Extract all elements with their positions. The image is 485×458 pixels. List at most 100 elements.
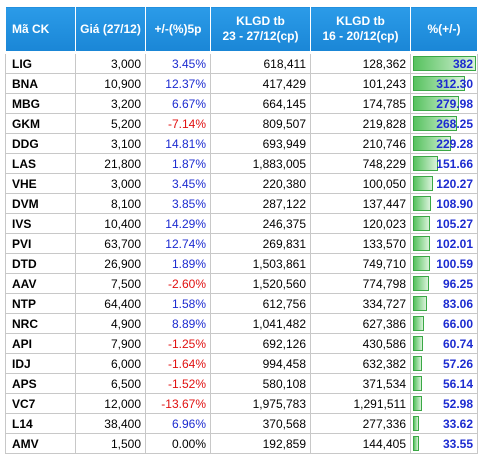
stock-code: VHE [5, 173, 76, 194]
change-value: 33.62 [442, 416, 473, 431]
data-bar [413, 416, 419, 431]
cell: 3,000 [75, 173, 146, 194]
change-value: 105.27 [436, 216, 473, 231]
header-row: Mã CK Giá (27/12) +/-(%)5p KLGD tb 23 - 27/… [5, 6, 478, 54]
cell: 3,000 [75, 52, 146, 74]
cell: 994,458 [210, 353, 311, 374]
change-value: 102.01 [436, 236, 473, 251]
cell: 101,243 [310, 73, 411, 94]
stock-code: API [5, 333, 76, 354]
cell: 144,405 [310, 433, 411, 454]
table-row: AAV 7,500 -2.60% 1,520,560 774,798 96.25 [5, 273, 478, 294]
stock-code: AAV [5, 273, 76, 294]
cell: 26,900 [75, 253, 146, 274]
change-value: 312.30 [436, 76, 473, 91]
stock-code: AMV [5, 433, 76, 454]
data-bar [413, 136, 451, 151]
cell: 748,229 [310, 153, 411, 174]
cell: 371,534 [310, 373, 411, 394]
cell: 1,883,005 [210, 153, 311, 174]
table-row: GKM 5,200 -7.14% 809,507 219,828 268.25 [5, 113, 478, 134]
cell: 1.58% [145, 293, 211, 314]
change-value: 268.25 [436, 116, 473, 131]
cell: 6,500 [75, 373, 146, 394]
cell: 1,041,482 [210, 313, 311, 334]
table-row: LIG 3,000 3.45% 618,411 128,362 382 [5, 52, 478, 74]
cell: 693,949 [210, 133, 311, 154]
cell: 7,900 [75, 333, 146, 354]
data-bar [413, 96, 460, 111]
change-value: 57.26 [442, 356, 473, 371]
change-cell: 33.55 [410, 433, 478, 454]
cell: 38,400 [75, 413, 146, 434]
change-cell: 120.27 [410, 173, 478, 194]
cell: 1.87% [145, 153, 211, 174]
cell: 6.96% [145, 413, 211, 434]
change-cell: 56.14 [410, 373, 478, 394]
cell: 1.89% [145, 253, 211, 274]
stock-code: NTP [5, 293, 76, 314]
change-value: 120.27 [436, 176, 473, 191]
cell: 664,145 [210, 93, 311, 114]
stock-table-wrap: Mã CK Giá (27/12) +/-(%)5p KLGD tb 23 - 27/… [5, 6, 478, 454]
table-row: LAS 21,800 1.87% 1,883,005 748,229 151.66 [5, 153, 478, 174]
table-row: APS 6,500 -1.52% 580,108 371,534 56.14 [5, 373, 478, 394]
cell: 1,975,783 [210, 393, 311, 414]
change-cell: 102.01 [410, 233, 478, 254]
cell: 219,828 [310, 113, 411, 134]
data-bar [413, 316, 424, 331]
cell: 210,746 [310, 133, 411, 154]
change-cell: 60.74 [410, 333, 478, 354]
change-cell: 100.59 [410, 253, 478, 274]
cell: 3.45% [145, 173, 211, 194]
data-bar [413, 216, 431, 231]
cell: 14.81% [145, 133, 211, 154]
cell: 174,785 [310, 93, 411, 114]
cell: 3.85% [145, 193, 211, 214]
stock-code: IVS [5, 213, 76, 234]
change-cell: 57.26 [410, 353, 478, 374]
data-bar [413, 56, 476, 71]
stock-table: Mã CK Giá (27/12) +/-(%)5p KLGD tb 23 - 27/… [5, 6, 478, 454]
stock-code: L14 [5, 413, 76, 434]
cell: 6.67% [145, 93, 211, 114]
change-value: 56.14 [442, 376, 473, 391]
table-row: IVS 10,400 14.29% 246,375 120,023 105.27 [5, 213, 478, 234]
cell: 1,500 [75, 433, 146, 454]
cell: 277,336 [310, 413, 411, 434]
stock-code: DTD [5, 253, 76, 274]
cell: 12.37% [145, 73, 211, 94]
cell: 8.89% [145, 313, 211, 334]
change-value: 83.06 [442, 296, 473, 311]
change-value: 33.55 [442, 436, 473, 451]
cell: 64,400 [75, 293, 146, 314]
cell: -2.60% [145, 273, 211, 294]
data-bar [413, 156, 438, 171]
cell: 287,122 [210, 193, 311, 214]
cell: 8,100 [75, 193, 146, 214]
cell: 120,023 [310, 213, 411, 234]
cell: -7.14% [145, 113, 211, 134]
data-bar [413, 356, 423, 371]
cell: 627,386 [310, 313, 411, 334]
stock-code: LAS [5, 153, 76, 174]
change-value: 108.90 [436, 196, 473, 211]
stock-code: PVI [5, 233, 76, 254]
cell: 246,375 [210, 213, 311, 234]
table-row: DDG 3,100 14.81% 693,949 210,746 229.28 [5, 133, 478, 154]
cell: 0.00% [145, 433, 211, 454]
stock-code: LIG [5, 52, 76, 74]
cell: 3,200 [75, 93, 146, 114]
data-bar [413, 436, 419, 451]
change-value: 279.98 [436, 96, 473, 111]
change-cell: 229.28 [410, 133, 478, 154]
table-row: MBG 3,200 6.67% 664,145 174,785 279.98 [5, 93, 478, 114]
table-row: NRC 4,900 8.89% 1,041,482 627,386 66.00 [5, 313, 478, 334]
table-row: DVM 8,100 3.85% 287,122 137,447 108.90 [5, 193, 478, 214]
stock-code: APS [5, 373, 76, 394]
change-cell: 52.98 [410, 393, 478, 414]
stock-code: VC7 [5, 393, 76, 414]
change-cell: 83.06 [410, 293, 478, 314]
cell: 3.45% [145, 52, 211, 74]
data-bar [413, 276, 429, 291]
